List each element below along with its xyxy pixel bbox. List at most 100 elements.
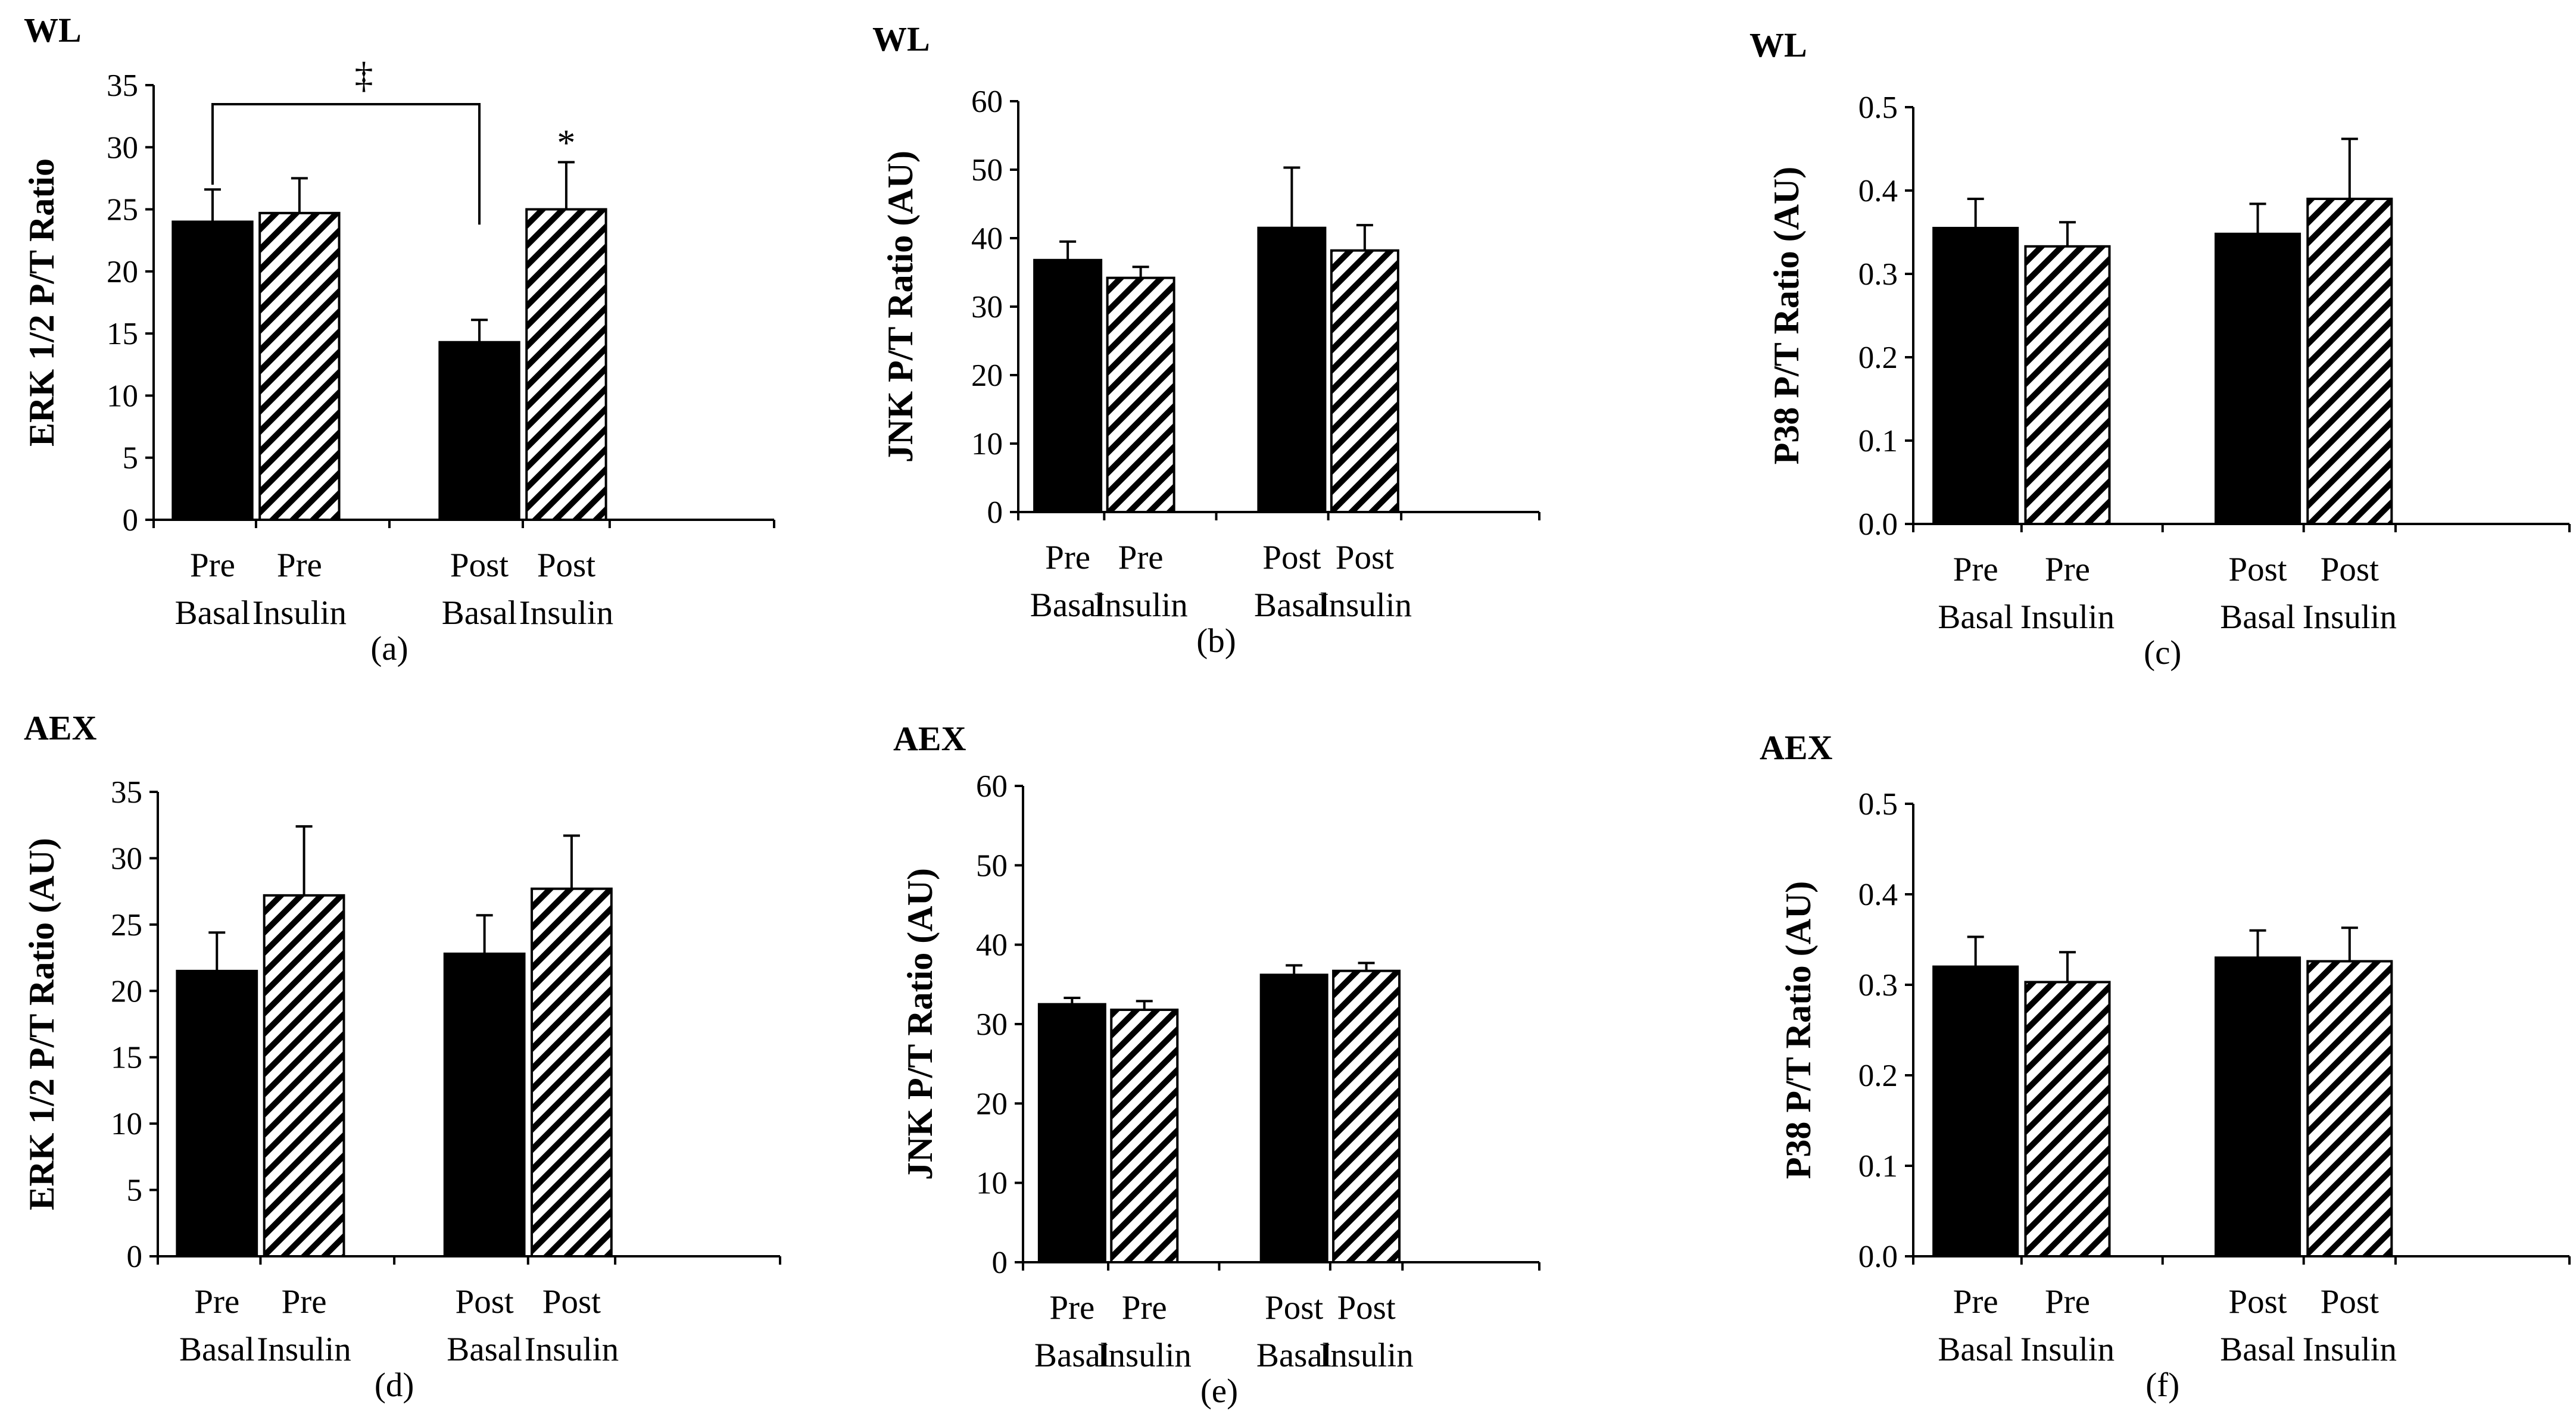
panel-label: (b) <box>1196 622 1236 660</box>
y-tick-label: 50 <box>976 848 1008 883</box>
y-tick-label: 0 <box>987 495 1003 530</box>
bar-post-insulin <box>2306 198 2393 525</box>
x-category-label: Pre <box>282 1283 327 1321</box>
significance-bracket <box>211 103 481 225</box>
x-category-label: Post <box>456 1283 514 1321</box>
x-category-label: Pre <box>1045 539 1090 576</box>
significance-mark: * <box>557 123 575 163</box>
y-tick-label: 0.1 <box>1858 1149 1898 1184</box>
y-tick-label: 25 <box>111 908 142 943</box>
y-tick-label: 20 <box>107 255 138 289</box>
y-tick-label: 0 <box>127 1240 143 1274</box>
significance-mark: ‡ <box>355 55 373 96</box>
y-tick-label: 10 <box>976 1166 1008 1201</box>
bar-post-basal <box>1257 226 1327 513</box>
bar-pre-basal <box>1033 258 1103 513</box>
chart-panel-d: AEX 0 5 10 15 20 25 30 35 ERK 1/2 P/T Ratio (AU) P… <box>22 709 781 1404</box>
x-category-label: Basal <box>1938 598 2013 636</box>
x-category-label: Basal <box>1254 586 1330 624</box>
bar-pre-basal <box>1932 227 2019 525</box>
x-category-label: Basal <box>2220 598 2296 636</box>
y-tick-label: 0.3 <box>1858 968 1898 1003</box>
y-tick-label: 60 <box>976 769 1008 804</box>
x-category-label: Pre <box>1953 551 1998 588</box>
x-category-label: Insulin <box>2303 598 2397 636</box>
x-category-label: Basal <box>447 1331 522 1368</box>
panel-label: (e) <box>1200 1372 1238 1410</box>
bar-pre-basal <box>1932 965 2019 1257</box>
x-category-label: Pre <box>2045 1283 2090 1321</box>
x-category-label: Basal <box>1938 1331 2013 1368</box>
y-tick-label: 40 <box>976 928 1008 963</box>
chart-panel-f: AEX 0.0 0.1 0.2 0.3 0.4 0.5 P38 P/T Ratio (AU) P… <box>1760 728 2571 1404</box>
x-category-label: Insulin <box>1097 1337 1192 1374</box>
x-category-label: Post <box>1265 1289 1323 1327</box>
x-category-label: Post <box>2321 1283 2379 1321</box>
y-tick-label: 20 <box>976 1087 1008 1121</box>
bar-pre-basal <box>171 220 254 521</box>
group-label: WL <box>1749 26 1807 64</box>
bar-pre-insulin <box>2024 245 2111 525</box>
y-tick-label: 0.4 <box>1858 878 1898 912</box>
y-tick-label: 15 <box>107 317 138 351</box>
y-tick-label: 20 <box>111 974 142 1009</box>
x-category-label: Insulin <box>2020 1331 2115 1368</box>
x-category-label: Basal <box>179 1331 255 1368</box>
y-tick-label: 30 <box>107 130 138 165</box>
y-tick-label: 10 <box>971 427 1003 461</box>
x-category-label: Basal <box>1256 1337 1332 1374</box>
chart-panel-a: WL 0 5 10 15 20 25 30 35 ERK 1/2 P/T Ratio Pre Basa… <box>22 11 775 667</box>
bar-post-basal <box>438 341 520 521</box>
x-category-label: Pre <box>1953 1283 1998 1321</box>
panel-label: (f) <box>2145 1366 2179 1404</box>
x-category-label: Pre <box>194 1283 239 1321</box>
x-category-label: Pre <box>1122 1289 1167 1327</box>
y-tick-label: 0.0 <box>1858 507 1898 542</box>
y-tick-label: 20 <box>971 358 1003 393</box>
bar-pre-insulin <box>1106 276 1175 513</box>
x-category-label: Insulin <box>1319 1337 1413 1374</box>
x-category-label: Post <box>1337 1289 1395 1327</box>
chart-panel-b: WL 0 10 20 30 40 50 60 JNK P/T Ratio (AU) Pre Basa… <box>872 20 1540 660</box>
y-tick-label: 60 <box>971 85 1003 119</box>
bar-post-basal <box>2215 956 2301 1258</box>
bar-pre-insulin <box>258 211 341 522</box>
bar-post-insulin <box>531 887 613 1257</box>
y-tick-label: 5 <box>123 441 139 476</box>
bar-pre-insulin <box>2024 981 2111 1257</box>
x-category-label: Pre <box>277 547 322 584</box>
x-category-label: Basal <box>442 594 517 632</box>
y-axis-title: JNK P/T Ratio (AU) <box>900 868 940 1180</box>
y-tick-label: 5 <box>127 1174 143 1208</box>
x-category-label: Basal <box>175 594 251 632</box>
x-category-label: Insulin <box>2303 1331 2397 1368</box>
bar-post-basal <box>2215 232 2301 525</box>
y-tick-label: 30 <box>976 1007 1008 1042</box>
y-tick-label: 40 <box>971 221 1003 256</box>
y-tick-label: 0.2 <box>1858 1059 1898 1093</box>
y-tick-label: 15 <box>111 1041 142 1075</box>
y-tick-label: 0 <box>992 1246 1008 1280</box>
x-category-label: Insulin <box>525 1331 619 1368</box>
y-tick-label: 0.0 <box>1858 1240 1898 1274</box>
y-tick-label: 0.1 <box>1858 424 1898 458</box>
y-axis-title: P38 P/T Ratio (AU) <box>1779 881 1818 1179</box>
y-tick-label: 10 <box>111 1107 142 1141</box>
x-category-label: Pre <box>2045 551 2090 588</box>
bar-post-insulin <box>525 208 607 522</box>
y-axis-title: ERK 1/2 P/T Ratio <box>22 158 61 447</box>
y-tick-label: 0.3 <box>1858 257 1898 292</box>
bar-post-insulin <box>1330 249 1399 513</box>
y-tick-label: 50 <box>971 153 1003 188</box>
x-category-label: Post <box>1336 539 1394 576</box>
x-category-label: Insulin <box>1093 586 1187 624</box>
x-category-label: Pre <box>190 547 235 584</box>
x-category-label: Post <box>450 547 509 584</box>
y-tick-label: 30 <box>111 841 142 876</box>
y-tick-label: 0.5 <box>1858 787 1898 822</box>
x-category-label: Pre <box>1118 539 1164 576</box>
bar-post-basal <box>443 952 526 1258</box>
group-label: AEX <box>1760 728 1833 767</box>
y-tick-label: 0 <box>123 503 139 538</box>
